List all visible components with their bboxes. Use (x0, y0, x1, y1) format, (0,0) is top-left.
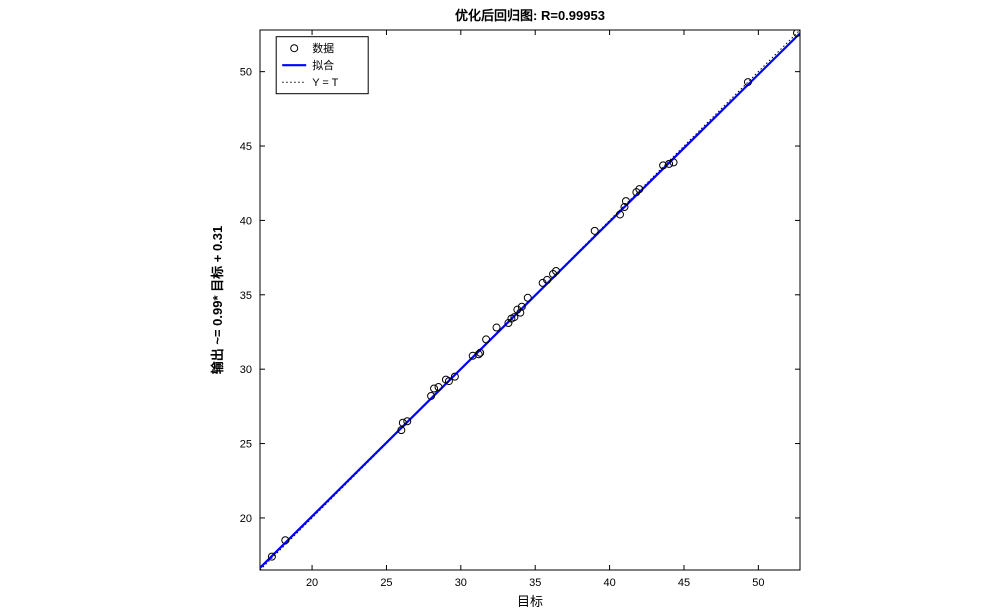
ytick-label: 30 (240, 364, 252, 376)
y-axis-label: 输出 ~= 0.99* 目标 + 0.31 (210, 226, 225, 375)
x-axis-label: 目标 (517, 594, 543, 609)
ytick-label: 45 (240, 141, 252, 153)
chart-title: 优化后回归图: R=0.99953 (455, 8, 605, 23)
xtick-label: 25 (380, 577, 392, 589)
regression-svg: 20 25 30 35 40 45 50 20 25 30 35 40 45 50 优化后回归图: R=0.… (0, 0, 991, 613)
xtick-label: 30 (455, 577, 467, 589)
ytick-label: 35 (240, 290, 252, 302)
xtick-label: 45 (678, 577, 690, 589)
legend-label: 拟合 (312, 58, 334, 72)
regression-figure: 20 25 30 35 40 45 50 20 25 30 35 40 45 50 优化后回归图: R=0.… (0, 0, 991, 613)
ytick-label: 40 (240, 215, 252, 227)
xtick-label: 40 (603, 577, 615, 589)
xtick-label: 50 (752, 577, 764, 589)
legend-label: 数据 (312, 41, 334, 55)
legend-label: Y = T (312, 77, 338, 89)
ytick-label: 25 (240, 439, 252, 451)
xtick-label: 35 (529, 577, 541, 589)
ytick-label: 50 (240, 67, 252, 79)
legend: 数据拟合 Y = T (276, 37, 368, 94)
xtick-label: 20 (306, 577, 318, 589)
ytick-label: 20 (240, 513, 252, 525)
